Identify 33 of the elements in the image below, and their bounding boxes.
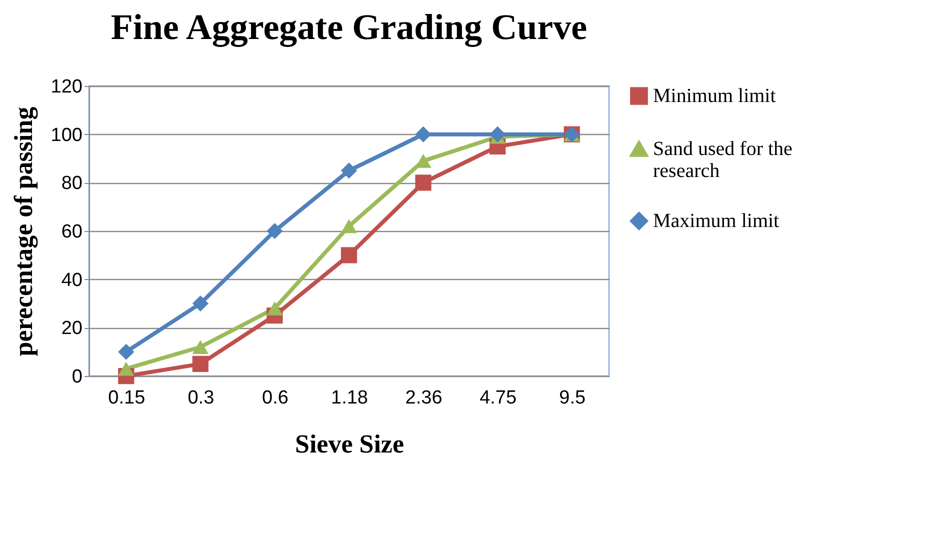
point [192, 340, 208, 354]
legend-label: Maximum limit [653, 210, 780, 232]
point [266, 301, 283, 316]
y-tick-label: 20 [61, 318, 82, 340]
point [192, 356, 208, 372]
point [118, 362, 134, 376]
point [118, 344, 134, 360]
y-tick-label: 80 [61, 173, 82, 194]
x-tick-label: 0.3 [188, 388, 214, 408]
x-tick-label: 0.15 [108, 388, 146, 408]
y-tick-label: 0 [72, 366, 82, 388]
legend-label: Minimum limit [653, 85, 776, 107]
point [340, 247, 358, 264]
x-tick-label: 1.18 [331, 388, 368, 408]
x-tick-label: 9.5 [559, 388, 586, 408]
point [415, 126, 432, 142]
x-tick-label: 4.75 [480, 388, 517, 408]
legend-label: Sand used for the research [653, 138, 793, 182]
y-axis-title: perecentage of passing [8, 106, 38, 356]
x-tick-label: 0.6 [262, 388, 288, 408]
y-tick-label: 100 [50, 124, 82, 146]
y-tick-label: 40 [61, 270, 82, 291]
point [340, 162, 358, 179]
point [415, 174, 432, 191]
point [192, 295, 208, 312]
y-tick-label: 120 [50, 76, 82, 98]
point [490, 126, 506, 142]
point [266, 222, 283, 240]
point [340, 219, 358, 234]
y-tick-label: 60 [61, 222, 82, 242]
x-tick-label: 2.36 [405, 388, 442, 408]
chart-title: Fine Aggregate Grading Curve [110, 7, 588, 47]
x-axis-title: Sieve Size [294, 430, 404, 458]
